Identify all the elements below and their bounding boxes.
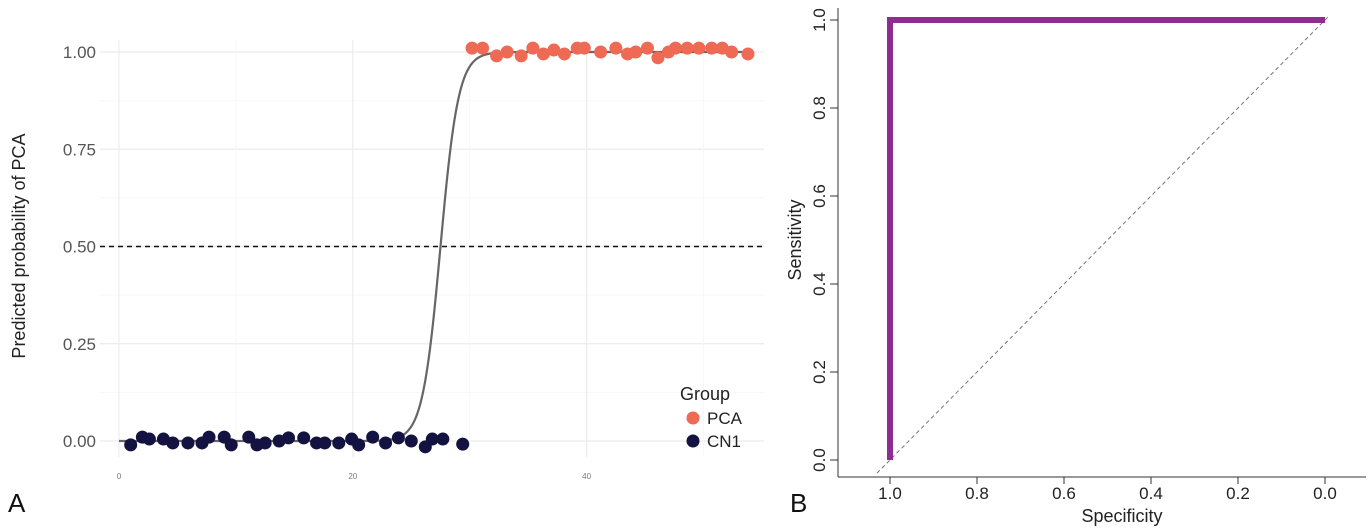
- point-pca-18: [668, 41, 682, 55]
- point-pca-20: [692, 41, 706, 55]
- point-cn1-20: [352, 438, 366, 452]
- point-cn1-12: [258, 436, 272, 450]
- panel-a-y-tick-label-4: 1.00: [63, 43, 96, 62]
- point-pca-1: [476, 41, 490, 55]
- point-pca-11: [594, 45, 608, 59]
- point-pca-15: [640, 41, 654, 55]
- panel-a-x-ticks: 0 20 40: [117, 472, 592, 481]
- point-cn1-28: [456, 437, 470, 451]
- point-cn1-5: [181, 436, 195, 450]
- point-cn1-18: [332, 436, 346, 450]
- point-pca-10: [577, 41, 591, 55]
- point-cn1-15: [297, 431, 311, 445]
- legend-key-pca: [686, 411, 700, 425]
- point-cn1-0: [124, 438, 138, 452]
- panel-a-y-ticks: 0.00 0.25 0.50 0.75 1.00: [63, 43, 96, 451]
- panel-b-reference-group: [876, 15, 1330, 474]
- panel-b-x-tick-label-5: 0.0: [1313, 484, 1337, 503]
- point-cn1-7: [202, 430, 216, 444]
- panel-b-x-axis-title: Specificity: [1081, 506, 1162, 526]
- panel-a-x-tick-label-0: 0: [117, 472, 122, 481]
- point-pca-3: [500, 45, 514, 59]
- point-cn1-26: [425, 432, 439, 446]
- point-pca-0: [465, 41, 479, 55]
- point-pca-21: [705, 41, 719, 55]
- point-cn1-2: [142, 432, 156, 446]
- panel-b-x-tick-label-3: 0.4: [1139, 484, 1163, 503]
- point-pca-12: [609, 41, 623, 55]
- panel-b-reference-diagonal: [876, 15, 1330, 474]
- panel-a-legend: Group PCA CN1: [680, 384, 743, 451]
- point-cn1-9: [224, 438, 238, 452]
- point-cn1-22: [379, 436, 393, 450]
- panel-a-grid: [100, 40, 764, 457]
- panel-b-letter: B: [790, 488, 807, 518]
- panel-b-y-tick-label-1: 0.2: [810, 360, 829, 384]
- point-pca-14: [629, 45, 643, 59]
- panel-b-x-ticks: 1.0 0.8 0.6 0.4 0.2 0.0: [878, 477, 1337, 503]
- point-pca-19: [680, 41, 694, 55]
- point-pca-6: [536, 47, 550, 61]
- panel-b-y-tick-label-3: 0.6: [810, 184, 829, 208]
- panel-b-roc-curve: [887, 17, 1325, 460]
- panel-b-x-tick-label-4: 0.2: [1226, 484, 1250, 503]
- panel-b-x-tick-label-2: 0.6: [1052, 484, 1076, 503]
- panel-a-y-tick-label-2: 0.50: [63, 238, 96, 257]
- point-cn1-17: [318, 436, 332, 450]
- point-cn1-27: [436, 432, 450, 446]
- legend-label-cn1: CN1: [707, 432, 741, 451]
- panel-a-x-tick-label-2: 40: [582, 472, 591, 481]
- point-pca-7: [547, 43, 561, 57]
- panel-a-y-tick-label-0: 0.00: [63, 432, 96, 451]
- panel-b-y-tick-label-0: 0.0: [810, 448, 829, 472]
- panel-b-axes: [837, 8, 1366, 478]
- legend-label-pca: PCA: [707, 409, 743, 428]
- point-pca-16: [651, 51, 665, 65]
- point-pca-5: [526, 41, 540, 55]
- panel-a-x-tick-label-1: 20: [348, 472, 357, 481]
- panel-a: 0.00 0.25 0.50 0.75 1.00 0 20 40 Predicted pro…: [8, 40, 764, 518]
- point-cn1-24: [404, 434, 418, 448]
- panel-b-y-tick-label-5: 1.0: [810, 8, 829, 32]
- point-pca-24: [741, 47, 755, 61]
- legend-title: Group: [680, 384, 730, 404]
- panel-a-letter: A: [8, 488, 26, 518]
- panel-b: 0.0 0.2 0.4 0.6 0.8 1.0 1.0 0.8 0.6 0.4 0.2 0.0 Sp…: [785, 8, 1366, 526]
- point-cn1-21: [366, 430, 380, 444]
- point-cn1-4: [166, 436, 180, 450]
- panel-a-y-tick-label-3: 0.75: [63, 140, 96, 159]
- point-pca-2: [490, 49, 504, 63]
- panel-a-y-axis-title: Predicted probability of PCA: [9, 133, 29, 358]
- panel-a-points: [124, 41, 755, 454]
- panel-a-y-tick-label-1: 0.25: [63, 335, 96, 354]
- panel-b-y-axis-title: Sensitivity: [785, 199, 805, 280]
- panel-b-x-tick-label-0: 1.0: [878, 484, 902, 503]
- panel-b-y-tick-label-4: 0.8: [810, 96, 829, 120]
- point-cn1-14: [282, 431, 296, 445]
- point-cn1-10: [242, 430, 256, 444]
- point-pca-23: [725, 45, 739, 59]
- legend-key-cn1: [686, 434, 700, 448]
- panel-b-y-tick-label-2: 0.4: [810, 272, 829, 296]
- point-pca-8: [557, 47, 571, 61]
- point-cn1-23: [391, 431, 405, 445]
- point-pca-4: [514, 49, 528, 63]
- panel-b-x-tick-label-1: 0.8: [965, 484, 989, 503]
- panel-b-roc-group: [887, 17, 1325, 460]
- panel-b-y-ticks: 0.0 0.2 0.4 0.6 0.8 1.0: [810, 8, 838, 472]
